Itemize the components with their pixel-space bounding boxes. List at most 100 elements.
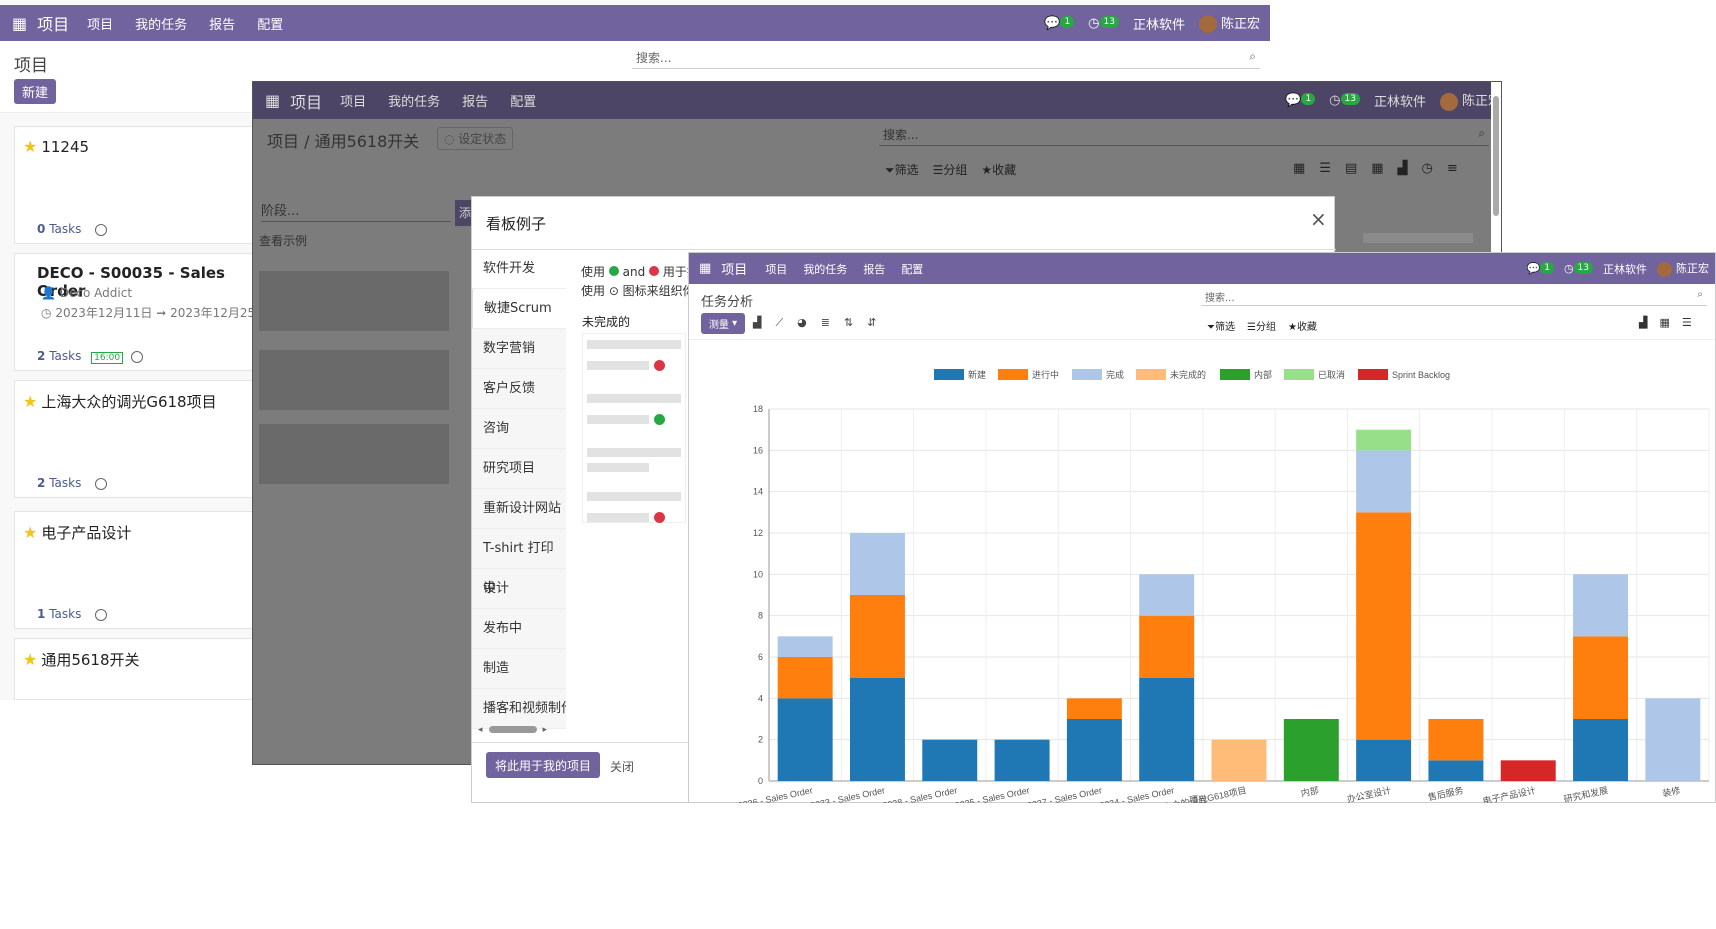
tab-design[interactable]: 设计: [472, 569, 566, 609]
tab-website-redesign[interactable]: 重新设计网站: [472, 489, 566, 529]
new-button[interactable]: 新建: [14, 79, 56, 104]
see-examples-link[interactable]: 查看示例: [259, 234, 308, 248]
star-icon[interactable]: ★: [23, 523, 38, 542]
tasks-count[interactable]: 2: [37, 349, 46, 363]
bar-chart-icon[interactable]: ▟: [753, 316, 762, 329]
menu-reports[interactable]: 报告: [863, 262, 886, 276]
tabs-scrollbar[interactable]: ◂ ▸: [478, 725, 548, 735]
user-menu[interactable]: 陈正宏: [1198, 13, 1260, 34]
line-chart-icon[interactable]: ⟋: [775, 316, 784, 329]
sort-desc-icon[interactable]: ⇅: [844, 316, 854, 329]
company-switcher[interactable]: 正林软件: [1373, 95, 1426, 110]
pie-chart-icon[interactable]: ◕: [797, 316, 807, 329]
project-card[interactable]: ★ 11245 0 Tasks: [14, 126, 254, 244]
search-icon[interactable]: ⌕: [1478, 126, 1485, 140]
search-input[interactable]: 搜索... ⌕: [632, 47, 1260, 69]
grid-icon[interactable]: ▦: [12, 13, 28, 33]
activity-icon[interactable]: ◷ 13: [1564, 262, 1593, 275]
tab-publishing[interactable]: 发布中: [472, 609, 566, 649]
menu-my-tasks[interactable]: 我的任务: [135, 17, 188, 33]
tab-research[interactable]: 研究项目: [472, 449, 566, 489]
pivot-view-icon[interactable]: ▦: [1659, 316, 1670, 329]
add-stage-button[interactable]: 添: [455, 200, 475, 226]
search-icon[interactable]: ⌕: [1249, 49, 1256, 63]
tab-customer-feedback[interactable]: 客户反馈: [472, 369, 566, 409]
project-card[interactable]: DECO - S00035 - Sales Order 👤 Deco Addic…: [14, 253, 267, 371]
search-input[interactable]: 搜索... ⌕: [879, 124, 1489, 146]
activity-icon[interactable]: ◷ 13: [1329, 93, 1360, 108]
set-status-button[interactable]: ◌ 设定状态: [437, 127, 514, 150]
menu-my-tasks[interactable]: 我的任务: [388, 95, 441, 110]
chat-icon[interactable]: 💬 1: [1285, 93, 1316, 108]
graph-view-icon[interactable]: ▟: [1397, 161, 1408, 176]
use-template-button[interactable]: 将此用于我的项目: [486, 752, 600, 778]
menu-reports[interactable]: 报告: [462, 95, 489, 110]
sort-asc-icon[interactable]: ⇵: [867, 316, 877, 329]
project-card[interactable]: ★ 通用5618开关: [14, 638, 254, 700]
filter-button[interactable]: ⏷筛选: [885, 163, 919, 177]
tasks-label[interactable]: Tasks: [49, 476, 82, 490]
group-button[interactable]: ☰分组: [932, 163, 968, 177]
app-brand[interactable]: 项目: [37, 15, 70, 34]
search-input[interactable]: 搜索... ⌕: [1201, 287, 1707, 306]
close-icon[interactable]: ×: [1310, 207, 1327, 231]
tab-manufacturing[interactable]: 制造: [472, 649, 566, 689]
graph-view-icon[interactable]: ▟: [1639, 316, 1648, 329]
chat-icon[interactable]: 💬 1: [1044, 15, 1075, 31]
favorite-button[interactable]: ★收藏: [981, 163, 1017, 177]
app-brand[interactable]: 项目: [290, 92, 323, 112]
list-view-icon[interactable]: ☰: [1319, 161, 1331, 176]
list-view-icon[interactable]: ☰: [1681, 316, 1692, 329]
grid-icon[interactable]: ▦: [265, 91, 281, 110]
clock-icon[interactable]: [131, 350, 144, 363]
gantt-view-icon[interactable]: ≡: [1446, 161, 1458, 176]
tasks-label[interactable]: Tasks: [49, 349, 82, 363]
star-icon[interactable]: ★: [23, 392, 38, 411]
measure-dropdown[interactable]: 测量 ▾: [701, 313, 745, 334]
breadcrumb[interactable]: 项目 / 通用5618开关: [267, 132, 420, 151]
tab-agile-scrum[interactable]: 敏捷Scrum: [472, 289, 566, 329]
company-switcher[interactable]: 正林软件: [1603, 262, 1647, 276]
menu-reports[interactable]: 报告: [209, 17, 236, 33]
tab-digital-marketing[interactable]: 数字营销: [472, 329, 566, 369]
close-button[interactable]: 关闭: [610, 760, 635, 774]
clock-icon[interactable]: [95, 223, 108, 236]
star-icon[interactable]: ★: [23, 137, 38, 156]
favorite-button[interactable]: ★收藏: [1287, 322, 1317, 333]
tab-software-dev[interactable]: 软件开发: [472, 249, 566, 289]
menu-projects[interactable]: 项目: [87, 17, 114, 33]
menu-my-tasks[interactable]: 我的任务: [803, 262, 848, 276]
group-button[interactable]: ☰分组: [1247, 322, 1276, 333]
grid-icon[interactable]: ▦: [699, 261, 712, 276]
clock-icon[interactable]: [95, 477, 108, 490]
menu-config[interactable]: 配置: [257, 17, 284, 33]
user-menu[interactable]: 陈正宏: [1657, 260, 1709, 277]
menu-projects[interactable]: 项目: [340, 95, 367, 110]
filter-button[interactable]: ⏷筛选: [1207, 322, 1235, 333]
menu-projects[interactable]: 项目: [765, 262, 788, 276]
tasks-count[interactable]: 0: [37, 222, 46, 236]
menu-config[interactable]: 配置: [510, 95, 537, 110]
chat-icon[interactable]: 💬 1: [1527, 262, 1554, 275]
stage-input[interactable]: 阶段...: [261, 200, 451, 222]
project-card[interactable]: ★ 上海大众的调光G618项目 2 Tasks: [14, 380, 254, 498]
tab-podcast-video[interactable]: 播客和视频制作: [472, 689, 566, 729]
company-switcher[interactable]: 正林软件: [1132, 17, 1185, 33]
project-card[interactable]: ★ 电子产品设计 1 Tasks: [14, 511, 254, 629]
search-icon[interactable]: ⌕: [1697, 289, 1703, 300]
tasks-label[interactable]: Tasks: [49, 222, 82, 236]
stacked-icon[interactable]: ≣: [820, 316, 830, 329]
tasks-count[interactable]: 2: [37, 476, 46, 490]
kanban-view-icon[interactable]: ▦: [1293, 161, 1306, 176]
app-brand[interactable]: 项目: [721, 263, 748, 278]
activity-view-icon[interactable]: ◷: [1421, 161, 1433, 176]
clock-icon[interactable]: [95, 608, 108, 621]
tab-tshirt-printing[interactable]: T-shirt 打印中: [472, 529, 566, 596]
star-icon[interactable]: ★: [23, 650, 38, 669]
menu-config[interactable]: 配置: [901, 262, 924, 276]
pivot-view-icon[interactable]: ▦: [1371, 161, 1384, 176]
tasks-count[interactable]: 1: [37, 607, 46, 621]
calendar-view-icon[interactable]: ▤: [1344, 161, 1358, 176]
tasks-label[interactable]: Tasks: [49, 607, 82, 621]
tab-consulting[interactable]: 咨询: [472, 409, 566, 449]
